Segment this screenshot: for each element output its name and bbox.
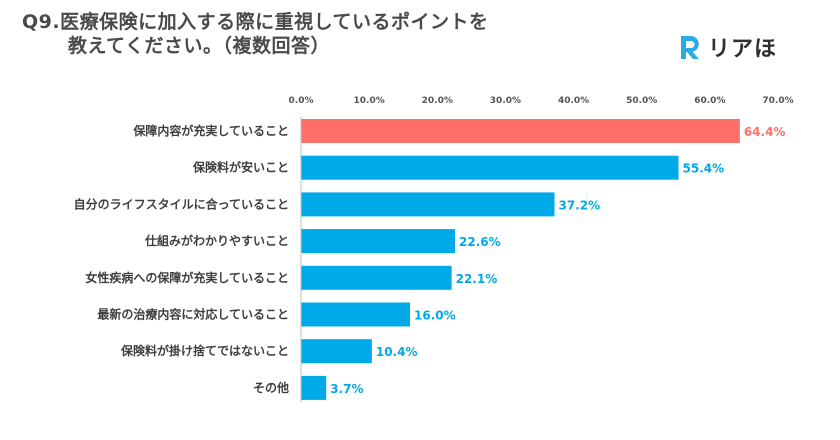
category-label: 最新の治療内容に対応していること	[97, 307, 289, 322]
bar	[301, 375, 327, 400]
category-label: 仕組みがわかりやすいこと	[144, 233, 289, 248]
title-line-1: Q9.医療保険に加入する際に重視しているポイントを	[22, 11, 489, 33]
bar	[301, 302, 411, 327]
title-line-2: 教えてください。（複数回答）	[68, 35, 330, 57]
category-label: 保険料が掛け捨てではないこと	[120, 343, 289, 358]
logo-text: リアほ	[708, 37, 778, 62]
value-label: 3.7%	[330, 382, 363, 396]
value-label: 37.2%	[558, 198, 600, 212]
value-label: 55.4%	[683, 162, 725, 176]
bar	[301, 155, 679, 180]
bar	[301, 339, 372, 364]
chart-title: Q9.医療保険に加入する際に重視しているポイントを 教えてください。（複数回答）	[22, 10, 642, 58]
value-label: 10.4%	[376, 345, 418, 359]
value-label: 22.6%	[459, 235, 501, 249]
category-label: 女性疾病への保障が充実していること	[85, 270, 289, 285]
x-tick-label: 40.0%	[558, 96, 589, 106]
x-tick-label: 0.0%	[289, 96, 314, 106]
value-label: 22.1%	[456, 272, 498, 286]
x-tick-label: 20.0%	[422, 96, 453, 106]
bar	[301, 119, 740, 143]
x-tick-label: 30.0%	[490, 96, 521, 106]
category-label: 保険料が安いこと	[192, 160, 289, 175]
bar	[301, 192, 555, 217]
category-label: その他	[253, 380, 289, 395]
value-label: 64.4%	[744, 125, 786, 139]
logo-r-icon	[681, 36, 699, 59]
category-label: 自分のライフスタイルに合っていること	[74, 196, 289, 211]
x-tick-label: 50.0%	[626, 96, 657, 106]
bar	[301, 229, 456, 254]
brand-logo: リアほ	[676, 30, 777, 64]
x-tick-label: 60.0%	[694, 96, 725, 106]
bar	[301, 265, 452, 290]
value-label: 16.0%	[414, 309, 456, 323]
x-tick-label: 10.0%	[354, 96, 385, 106]
category-label: 保障内容が充実していること	[132, 123, 289, 138]
x-tick-label: 70.0%	[762, 96, 793, 106]
